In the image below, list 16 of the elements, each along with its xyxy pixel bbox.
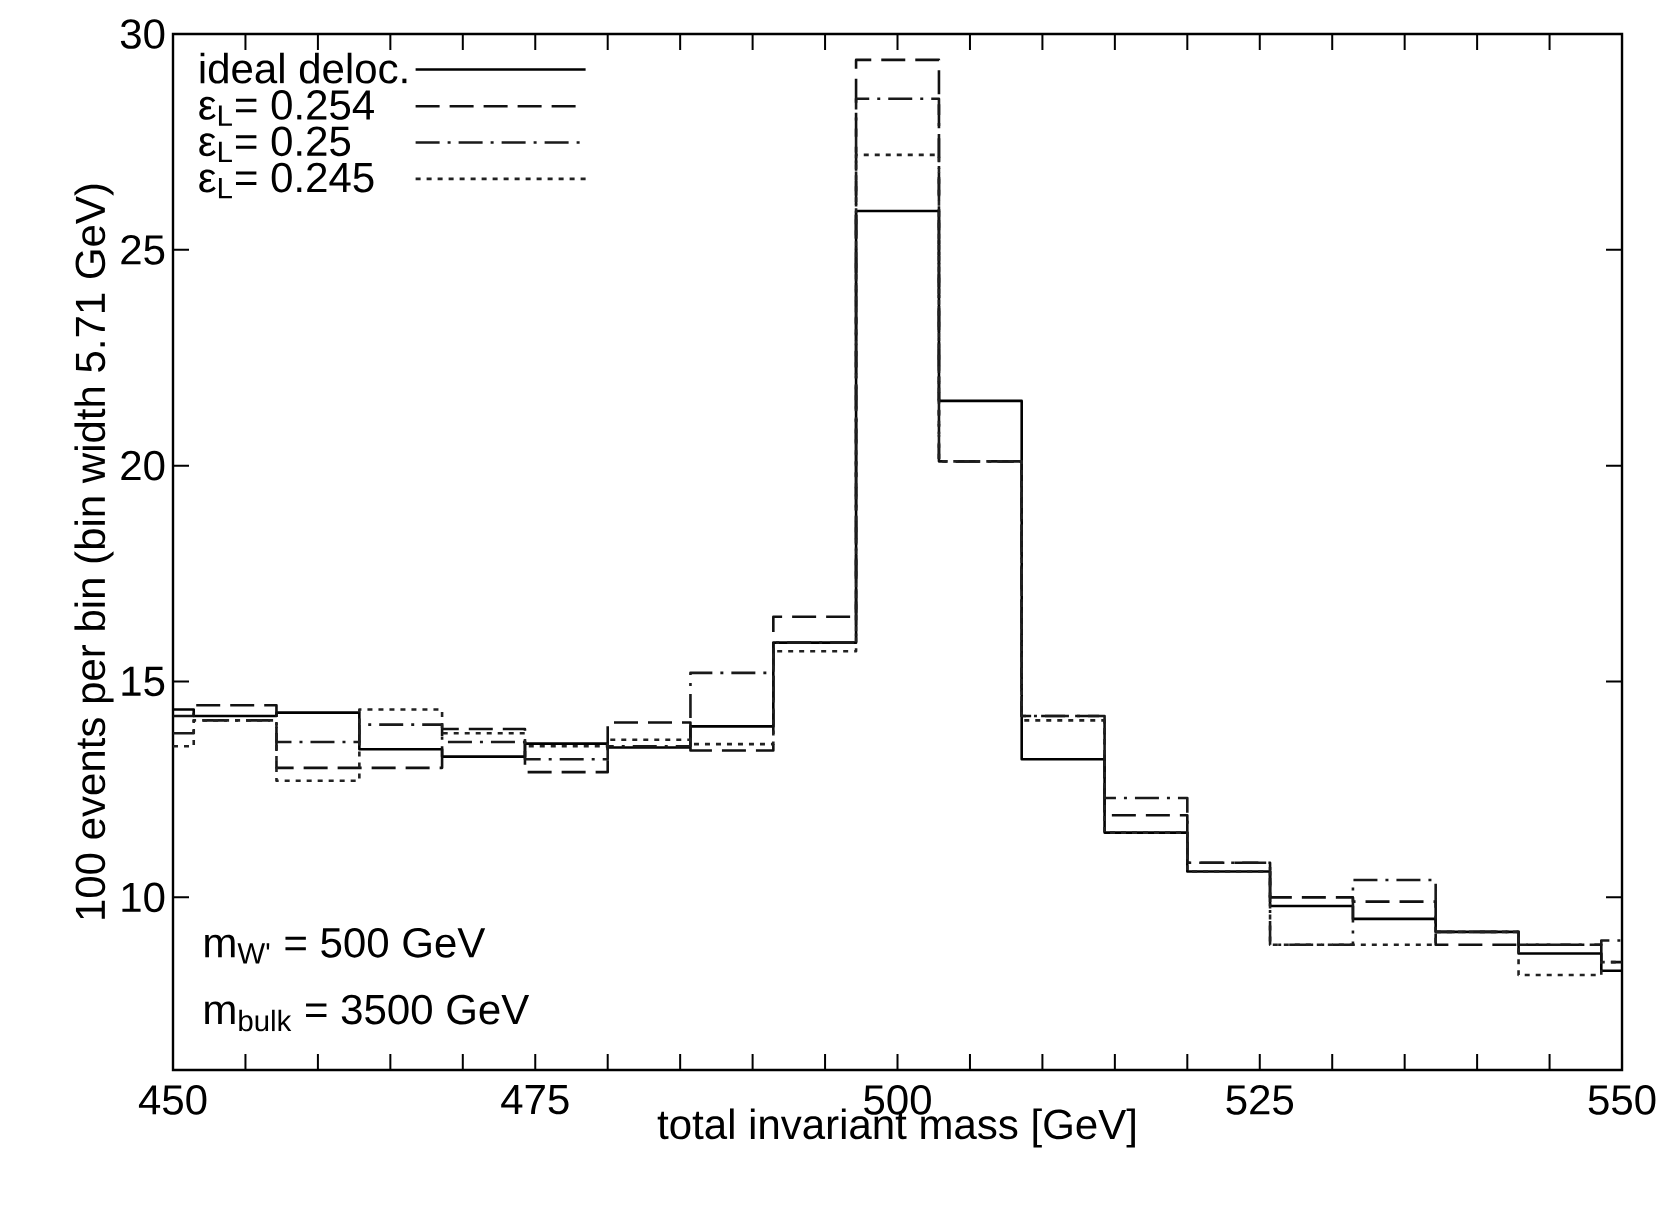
x-tick-label: 550 [1588, 1085, 1656, 1115]
x-tick-label: 475 [501, 1085, 569, 1115]
legend-label: ε$_{L}$= 0.254 [199, 90, 374, 126]
x-tick-label: 525 [1226, 1085, 1294, 1115]
legend-label: ideal deloc. [200, 52, 407, 84]
y-tick-label: 20 [121, 450, 165, 481]
y-axis-title: 100 events per bin (bin width 5.71 GeV) [74, 184, 114, 919]
y-tick-label: 30 [120, 19, 165, 49]
legend-label: ε$_{L}$= 0.25 [199, 126, 351, 162]
annotation: m$_{bulk}$ = 3500 GeV [205, 994, 530, 1032]
legend-label: ε$_{L}$= 0.245 [199, 162, 374, 199]
x-tick-label: 450 [138, 1085, 207, 1115]
y-tick-label: 25 [121, 234, 165, 265]
y-tick-label: 10 [122, 882, 165, 913]
y-tick-label: 15 [122, 666, 165, 697]
annotation: m$_{W'}$ = 500 GeV [205, 927, 486, 964]
